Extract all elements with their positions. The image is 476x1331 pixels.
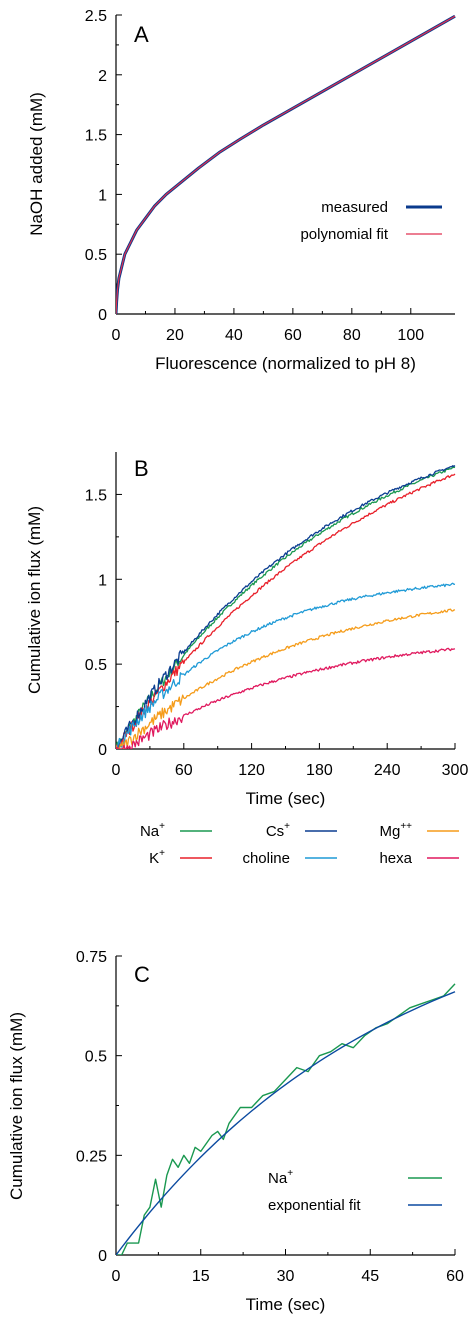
legend-C: Na+ exponential fit — [268, 1168, 442, 1214]
y-tick-label: 2 — [98, 68, 107, 85]
x-tick-label: 40 — [225, 327, 243, 344]
x-axis-label: Fluorescence (normalized to pH 8) — [155, 354, 416, 373]
y-tick-label: 2.5 — [85, 8, 107, 25]
y-tick-label: 0.5 — [85, 247, 107, 264]
x-tick-label: 15 — [192, 1268, 210, 1285]
x-tick-label: 0 — [112, 327, 121, 344]
y-tick-label: 0.5 — [85, 1049, 107, 1066]
y-tick-label: 0.25 — [76, 1148, 107, 1165]
y-tick-label: 1 — [98, 572, 107, 589]
legend-label: polynomial fit — [300, 226, 388, 243]
legend-A: measured polynomial fit — [300, 199, 442, 243]
legend-label: Cs+ — [266, 821, 290, 840]
legend-label: Mg++ — [379, 821, 412, 840]
series-line-polynomial-fit — [116, 15, 456, 314]
y-tick-label: 1.5 — [85, 487, 107, 504]
y-tick-label: 1 — [98, 187, 107, 204]
x-tick-label: 120 — [238, 762, 265, 779]
y-tick-label: 0 — [98, 1248, 107, 1265]
y-tick-label: 0.75 — [76, 949, 107, 966]
x-tick-label: 60 — [284, 327, 302, 344]
x-tick-label: 45 — [361, 1268, 379, 1285]
x-tick-label: 240 — [374, 762, 401, 779]
legend-label: Na+ — [140, 821, 165, 840]
series-line-exponential-fit — [116, 991, 456, 1255]
x-axis-label: Time (sec) — [246, 789, 326, 808]
series-line-choline — [116, 582, 456, 749]
x-tick-label: 0 — [112, 1268, 121, 1285]
y-axis-label: Cumulative ion flux (mM) — [25, 506, 44, 694]
legend-label: K+ — [149, 848, 165, 867]
legend-label: Na+ — [268, 1168, 293, 1187]
panel-letter: B — [134, 456, 149, 481]
series-line-mg — [116, 608, 456, 749]
series-line-na — [116, 983, 456, 1255]
x-tick-label: 60 — [175, 762, 193, 779]
series-line-measured — [116, 14, 456, 314]
series-line-na — [116, 466, 456, 749]
y-tick-label: 0.5 — [85, 657, 107, 674]
legend-label: choline — [242, 850, 290, 867]
x-tick-label: 300 — [442, 762, 469, 779]
panel-B: 0 60 120 180 240 300 0 0.5 1 1.5 Time (sec) Cumulat… — [25, 452, 468, 867]
y-axis-label: Cumulative ion flux (mM) — [7, 1012, 26, 1200]
x-tick-label: 60 — [446, 1268, 464, 1285]
x-tick-label: 80 — [343, 327, 361, 344]
x-tick-label: 100 — [397, 327, 424, 344]
y-tick-label: 0 — [98, 742, 107, 759]
legend-B: Na+ Cs+ Mg++ K+ choline hexa — [140, 821, 459, 867]
series-line-cs — [116, 465, 456, 749]
x-tick-label: 180 — [306, 762, 333, 779]
x-axis-label: Time (sec) — [246, 1295, 326, 1314]
y-tick-label: 1.5 — [85, 128, 107, 145]
panel-A: 0 20 40 60 80 100 0 0.5 1 1.5 2 2.5 Fluorescence (no… — [27, 8, 456, 373]
legend-label: exponential fit — [268, 1197, 361, 1214]
legend-label: measured — [321, 199, 388, 216]
x-tick-label: 20 — [166, 327, 184, 344]
panel-letter: A — [134, 22, 149, 47]
x-tick-label: 30 — [277, 1268, 295, 1285]
panel-letter: C — [134, 962, 150, 987]
series-line-k — [116, 473, 456, 749]
series-line-hexa — [116, 647, 456, 749]
legend-label: hexa — [379, 850, 412, 867]
panel-C: 0 15 30 45 60 0 0.25 0.5 0.75 Time (sec) Cumulativ… — [7, 949, 464, 1314]
y-tick-label: 0 — [98, 307, 107, 324]
x-tick-label: 0 — [112, 762, 121, 779]
y-axis-label: NaOH added (mM) — [27, 92, 46, 236]
